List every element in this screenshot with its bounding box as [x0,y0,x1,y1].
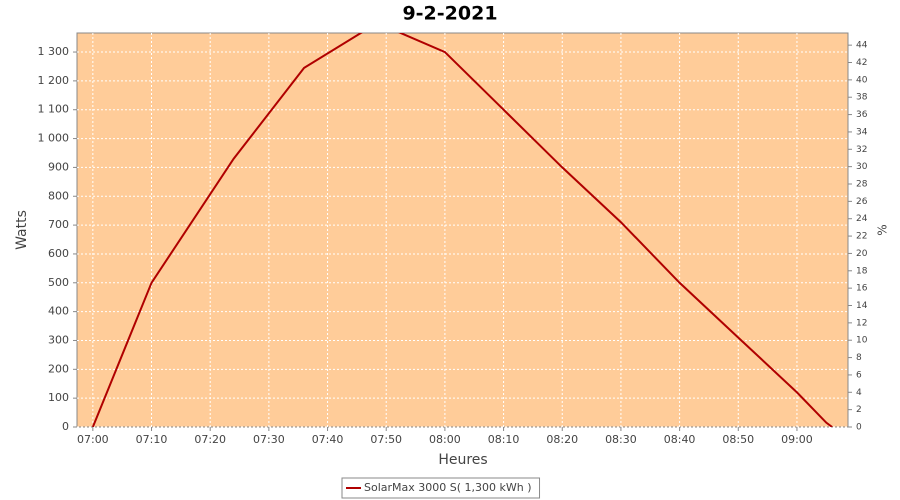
x-tick-label: 08:50 [722,433,754,446]
y2-axis-label: % [876,224,890,235]
x-tick-label: 07:30 [253,433,285,446]
y-tick-label: 900 [48,160,69,173]
y2-tick-label: 34 [856,127,868,137]
y-tick-label: 200 [48,362,69,375]
y2-tick-label: 20 [856,249,868,259]
y2-tick-label: 30 [856,162,868,172]
y-tick-label: 600 [48,247,69,260]
y2-tick-label: 6 [856,370,862,380]
y-tick-label: 1 300 [38,45,70,58]
x-tick-label: 08:10 [488,433,520,446]
x-tick-label: 07:10 [136,433,168,446]
y2-tick-label: 10 [856,336,868,346]
y2-tick-label: 22 [856,232,867,242]
y2-tick-label: 36 [856,110,868,120]
x-tick-label: 08:30 [605,433,637,446]
y-tick-label: 300 [48,333,69,346]
y-tick-label: 1 100 [38,103,70,116]
y-tick-label: 400 [48,305,69,318]
y-axis-label: Watts [14,210,30,250]
y2-tick-label: 44 [856,41,868,51]
x-tick-label: 07:50 [370,433,402,446]
x-tick-label: 09:00 [781,433,813,446]
y-tick-label: 0 [62,420,69,433]
y-tick-label: 1 000 [38,132,70,145]
plot-area [91,33,833,427]
y2-tick-label: 0 [856,423,862,433]
y2-tick-label: 18 [856,266,868,276]
y2-tick-label: 14 [856,301,868,311]
y2-tick-label: 42 [856,58,867,68]
y2-tick-label: 12 [856,318,867,328]
y2-tick-label: 28 [856,180,868,190]
legend: SolarMax 3000 S( 1,300 kWh ) [341,477,541,499]
y-tick-label: 700 [48,218,69,231]
y2-tick-label: 2 [856,405,862,415]
y2-tick-label: 4 [856,388,862,398]
y2-tick-label: 8 [856,353,862,363]
x-tick-label: 08:40 [664,433,696,446]
y2-tick-label: 32 [856,145,867,155]
plot-background [76,32,849,428]
data-line [91,33,833,427]
x-tick-label: 07:00 [77,433,109,446]
y2-tick-label: 26 [856,197,868,207]
legend-label: SolarMax 3000 S( 1,300 kWh ) [364,481,532,494]
y2-tick-label: 38 [856,93,868,103]
x-tick-label: 07:20 [194,433,226,446]
y2-tick-label: 40 [856,75,868,85]
x-tick-label: 07:40 [312,433,344,446]
chart-title: 9-2-2021 [402,3,497,25]
x-tick-label: 08:00 [429,433,461,446]
y2-tick-label: 24 [856,214,868,224]
y-tick-label: 1 200 [38,74,70,87]
x-tick-label: 08:20 [546,433,578,446]
y2-tick-label: 16 [856,284,868,294]
y-tick-label: 500 [48,276,69,289]
legend-box [341,477,541,499]
y-tick-label: 800 [48,189,69,202]
x-axis-label: Heures [438,452,487,468]
y-tick-label: 100 [48,391,69,404]
